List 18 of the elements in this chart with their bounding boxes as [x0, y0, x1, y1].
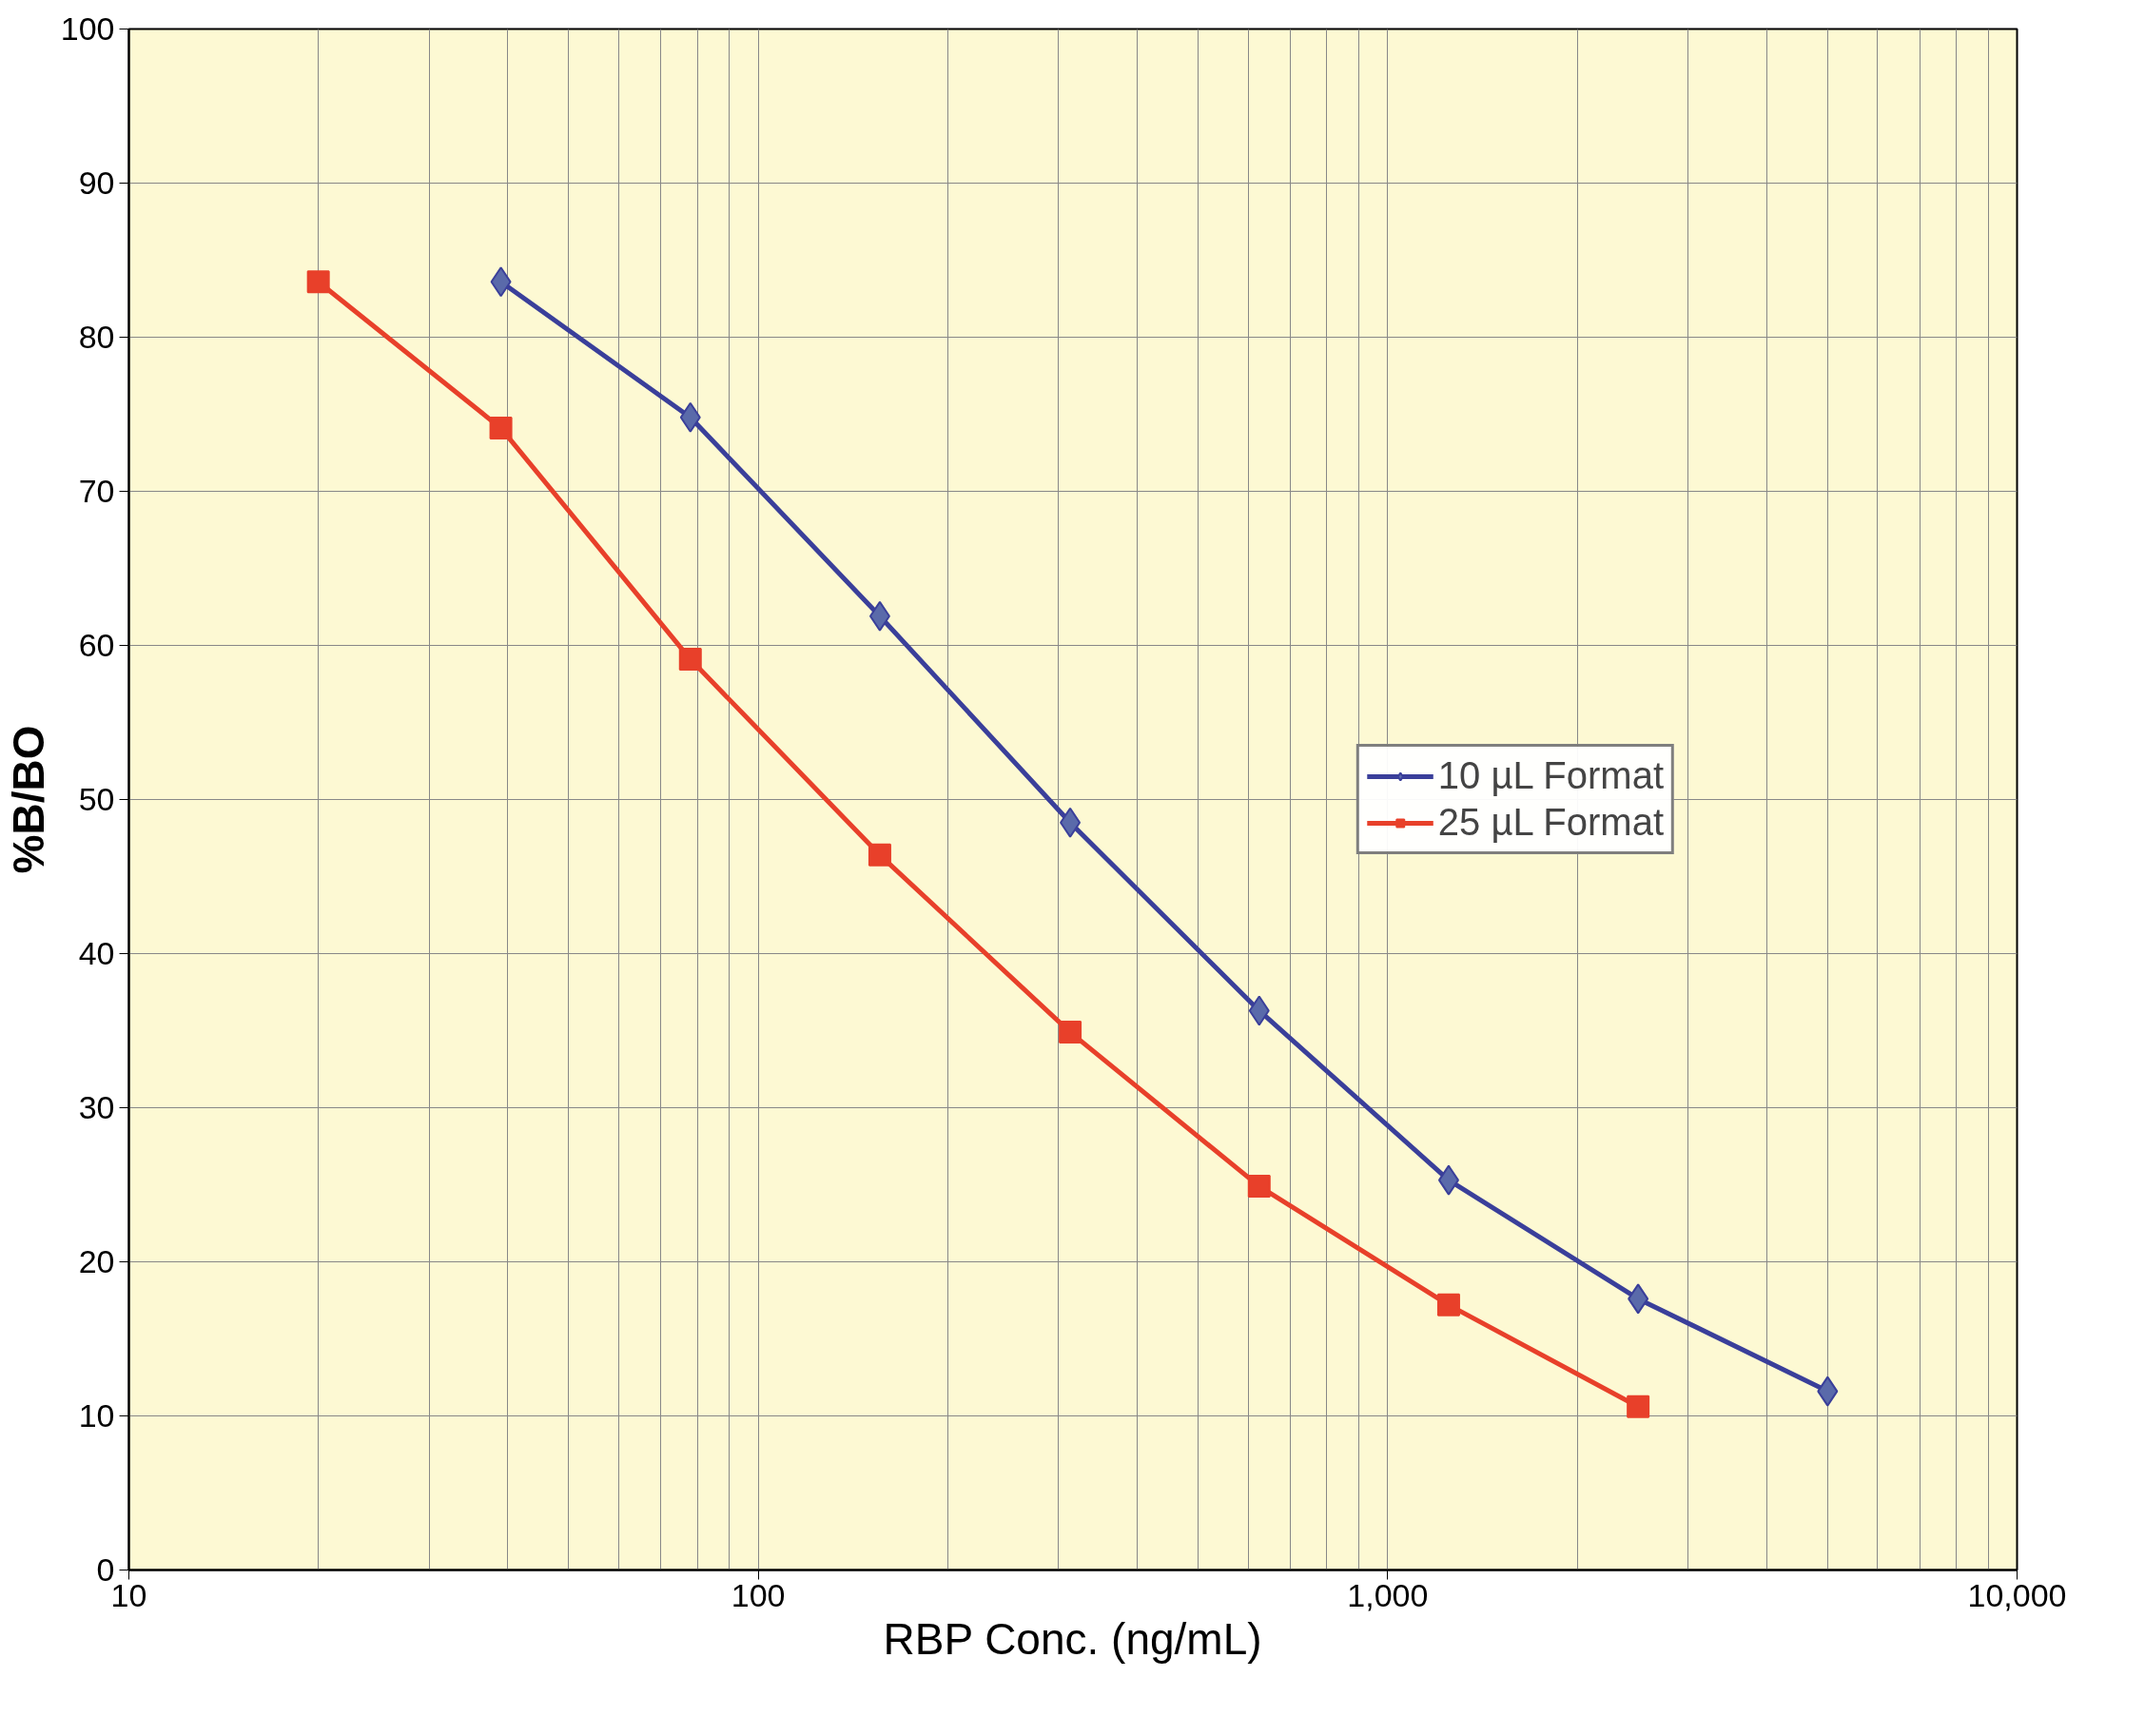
y-tick-label: 40 — [78, 935, 115, 971]
x-tick-label: 1,000 — [1347, 1576, 1429, 1613]
y-tick-label: 90 — [78, 165, 115, 201]
x-tick-label: 10,000 — [1967, 1576, 2067, 1613]
y-tick-label: 50 — [78, 781, 115, 817]
y-tick-label: 100 — [60, 10, 115, 47]
y-tick-label: 30 — [78, 1089, 115, 1125]
x-tick-label: 100 — [731, 1576, 786, 1613]
y-axis-title: %B/BO — [3, 725, 53, 874]
y-tick-label: 80 — [78, 319, 115, 355]
legend-label: 25 µL Format — [1437, 801, 1664, 844]
y-tick-label: 20 — [78, 1243, 115, 1279]
legend-label: 10 µL Format — [1437, 754, 1664, 797]
y-tick-label: 60 — [78, 627, 115, 663]
y-tick-label: 70 — [78, 473, 115, 509]
y-tick-label: 0 — [96, 1551, 115, 1588]
x-axis-title: RBP Conc. (ng/mL) — [883, 1613, 1262, 1664]
y-tick-label: 10 — [78, 1397, 115, 1434]
